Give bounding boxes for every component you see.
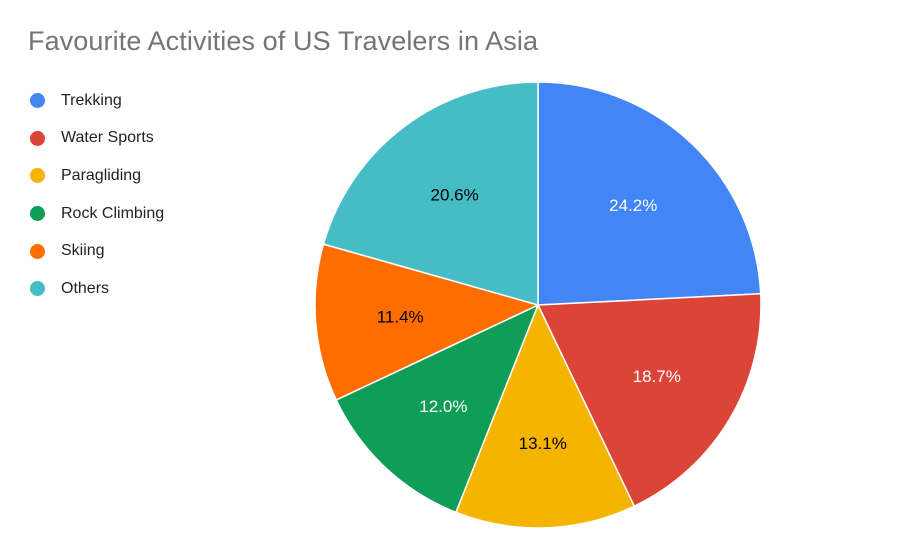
- legend-swatch: [30, 93, 45, 109]
- legend-label: Rock Climbing: [61, 204, 165, 222]
- legend-swatch: [30, 281, 45, 297]
- legend-item-rock-climbing[interactable]: Rock Climbing: [30, 195, 164, 233]
- pie-slice-rock-climbing[interactable]: [335, 304, 539, 514]
- legend-item-trekking[interactable]: Trekking: [30, 82, 164, 120]
- legend-item-water-sports[interactable]: Water Sports: [30, 120, 164, 158]
- pie-slice-water-sports[interactable]: [537, 293, 762, 507]
- slice-label-water-sports: 18.7%: [633, 367, 681, 386]
- legend-label: Others: [61, 279, 110, 297]
- legend-swatch: [30, 130, 45, 146]
- slice-label-rock-climbing: 12.0%: [419, 397, 467, 416]
- legend-label: Water Sports: [61, 129, 154, 147]
- legend-item-skiing[interactable]: Skiing: [30, 232, 164, 270]
- slice-label-others: 20.6%: [431, 186, 479, 205]
- pie-slice-trekking[interactable]: [537, 81, 762, 306]
- pie-slice-others[interactable]: [322, 81, 539, 306]
- slice-label-paragliding: 13.1%: [519, 434, 567, 453]
- slice-label-trekking: 24.2%: [609, 196, 657, 215]
- legend-item-others[interactable]: Others: [30, 270, 164, 308]
- legend: Trekking Water Sports Paragliding Rock C…: [30, 82, 164, 308]
- slice-label-skiing: 11.4%: [377, 307, 424, 326]
- legend-item-paragliding[interactable]: Paragliding: [30, 157, 164, 195]
- legend-label: Paragliding: [61, 166, 142, 184]
- pie-slice-skiing[interactable]: [314, 243, 539, 401]
- legend-swatch: [30, 206, 45, 222]
- legend-swatch: [30, 243, 45, 259]
- legend-label: Skiing: [61, 242, 105, 260]
- chart-title: Favourite Activities of US Travelers in …: [28, 26, 539, 56]
- legend-swatch: [30, 168, 45, 184]
- pie-slice-paragliding[interactable]: [455, 304, 635, 529]
- legend-label: Trekking: [61, 91, 122, 109]
